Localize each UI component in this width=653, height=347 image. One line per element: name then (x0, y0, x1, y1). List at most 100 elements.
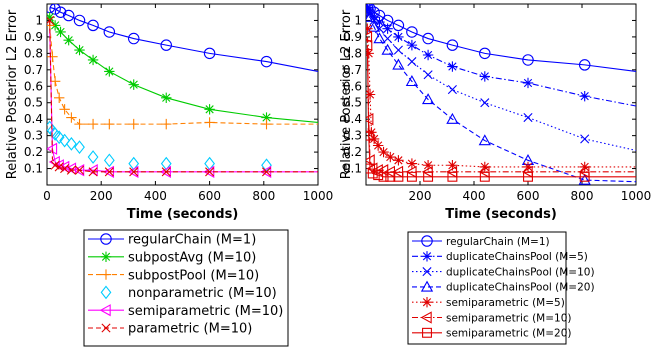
x-tick-label: 200 (409, 189, 432, 203)
legend-entry: subpostAvg (M=10) (88, 250, 256, 265)
data-point (523, 171, 533, 182)
data-point (374, 16, 385, 28)
legend-marker (421, 251, 433, 262)
data-point (373, 170, 384, 181)
data-point (392, 58, 405, 70)
legend: regularChain (M=1) subpostAvg (M=10) subpo… (83, 229, 289, 347)
data-point (54, 162, 64, 172)
legend-marker (420, 280, 434, 292)
data-point (522, 77, 534, 89)
data-point (407, 57, 417, 67)
data-point (366, 4, 374, 16)
legend-entry: semiparametric (M=20) (412, 328, 572, 340)
data-point (59, 104, 70, 115)
legend-box (83, 229, 289, 347)
y-tick-label: 0.6 (24, 79, 43, 93)
legend-label: regularChain (M=1) (128, 233, 256, 248)
series-line (366, 45, 636, 178)
data-point (367, 20, 381, 32)
data-point (373, 32, 386, 44)
data-point (422, 49, 434, 61)
y-tick-label: 0.7 (343, 63, 362, 77)
x-tick-label: 1000 (621, 189, 652, 203)
data-point (366, 127, 377, 138)
legend-entry: regularChain (M=1) (88, 233, 256, 248)
data-point (366, 23, 373, 34)
legend-marker (101, 323, 111, 333)
data-point (73, 14, 86, 27)
data-point (204, 117, 215, 128)
x-tick-label: 400 (144, 189, 167, 203)
y-tick-label: 0.2 (24, 145, 43, 159)
data-point (378, 146, 389, 158)
data-point (393, 31, 404, 43)
data-point (204, 104, 215, 115)
legend-marker (100, 269, 112, 280)
data-point (446, 112, 459, 124)
data-point (367, 168, 378, 179)
series-5 (366, 23, 636, 173)
data-point (479, 71, 490, 82)
series-line (366, 10, 636, 183)
y-tick-label: 0.6 (343, 79, 362, 93)
data-point (161, 92, 172, 103)
data-point (87, 54, 99, 66)
data-point (372, 140, 384, 151)
data-point (366, 4, 373, 13)
legend-entry: regularChain (M=1) (412, 235, 550, 248)
data-point (369, 15, 379, 26)
data-point (422, 160, 434, 171)
data-point (62, 9, 75, 22)
data-point (578, 59, 591, 71)
data-point (260, 55, 273, 68)
data-point (161, 167, 171, 177)
data-point (447, 171, 458, 182)
legend-label: semiparametric (M=20) (446, 328, 572, 340)
data-point (480, 98, 490, 108)
data-point (366, 48, 374, 59)
data-point (261, 112, 272, 123)
data-point (406, 171, 417, 182)
x-tick-label: 400 (463, 189, 486, 203)
data-point (205, 167, 215, 177)
legend-marker (422, 327, 432, 338)
series-line (366, 28, 636, 168)
data-point (366, 89, 376, 100)
data-point (73, 164, 85, 177)
data-point (406, 39, 418, 51)
data-point (60, 163, 70, 174)
data-point (129, 167, 139, 177)
legend-entry: duplicateChainsPool (M=10) (412, 266, 595, 278)
legend: regularChain (M=1) duplicateChainsPool (M… (407, 231, 595, 345)
legend-marker (100, 251, 112, 262)
legend-marker (421, 297, 433, 308)
data-point (580, 134, 590, 144)
series-line (49, 28, 318, 173)
data-point (53, 130, 65, 145)
data-point (385, 171, 396, 182)
data-point (104, 66, 115, 77)
data-point (159, 165, 171, 178)
y-tick-label: 0.8 (24, 46, 43, 60)
data-point (127, 32, 140, 45)
y-tick-label: 0.1 (343, 162, 362, 176)
data-point (421, 93, 435, 105)
plot-frame (46, 3, 319, 186)
data-point (49, 76, 61, 87)
data-point (383, 34, 393, 44)
series-layer (366, 4, 636, 185)
data-point (579, 171, 590, 182)
data-point (161, 118, 172, 130)
series-layer (47, 4, 318, 178)
legend-box (407, 231, 567, 345)
data-point (160, 39, 172, 51)
right-chart: 200 400 600 800 1000 0.1 0.2 0.3 0.4 0.5 0.6 0.7 0.8… (339, 3, 652, 345)
y-axis-label: Relative Posterior L2 Error (339, 9, 354, 179)
data-point (128, 79, 139, 90)
data-point (66, 165, 76, 175)
legend-entry: duplicateChainsPool (M=20) (412, 280, 595, 294)
y-tick-label: 0.7 (24, 63, 43, 77)
y-tick-label: 0.4 (24, 112, 43, 126)
legend-label: parametric (M=10) (128, 322, 252, 337)
data-point (406, 26, 418, 38)
